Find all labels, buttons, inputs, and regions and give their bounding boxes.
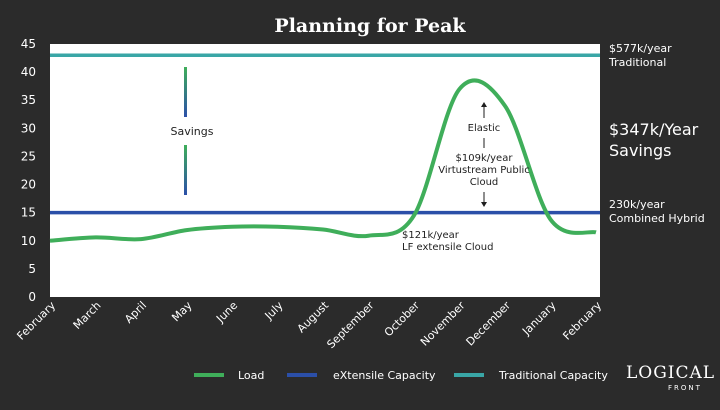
savings-bar-top (184, 67, 187, 117)
x-tick-label: February (560, 299, 604, 343)
virtustream-line-1: $109k/year (456, 153, 514, 164)
y-tick-label: 35 (21, 93, 36, 107)
x-tick-label: December (464, 299, 514, 349)
y-axis-ticks: 0 5 10 15 20 25 30 35 40 45 (21, 37, 36, 304)
elastic-arrowhead-up (481, 102, 487, 107)
x-tick-label: November (418, 299, 468, 349)
logo-main-text: LOGICAL (626, 363, 715, 383)
hybrid-cost-line-1: 230k/year (609, 198, 665, 211)
y-tick-label: 45 (21, 37, 36, 51)
savings-bar-bottom (184, 145, 187, 195)
savings-annotation: Savings (171, 125, 214, 138)
y-tick-label: 40 (21, 65, 36, 79)
legend: Load eXtensile Capacity Traditional Capa… (194, 369, 608, 382)
logo-sub-text: FRONT (668, 384, 702, 392)
x-tick-label: April (122, 299, 149, 326)
x-tick-label: October (382, 299, 423, 340)
traditional-cost-line-1: $577k/year (609, 42, 672, 55)
y-tick-label: 25 (21, 149, 36, 163)
x-axis-ticks: February March April May June July AugustSepte… (14, 298, 604, 351)
traditional-cost-line-2: Traditional (608, 56, 666, 69)
series-line-load (49, 78, 597, 243)
x-tick-label: January (519, 299, 559, 339)
lf-annotation-line-2: LF extensile Cloud (402, 242, 493, 253)
legend-swatch-load (194, 373, 224, 377)
elastic-annotation-group: Elastic $109k/year Virtustream Public Cl… (438, 102, 530, 207)
legend-label-load: Load (238, 369, 264, 382)
virtustream-line-2: Virtustream Public (438, 165, 530, 176)
x-tick-label: February (14, 299, 58, 343)
y-tick-label: 0 (28, 290, 36, 304)
savings-total-line-2: Savings (609, 141, 672, 160)
y-tick-label: 20 (21, 178, 36, 192)
x-tick-label: September (324, 299, 377, 352)
lf-annotation-line-1: $121k/year (402, 230, 460, 241)
y-tick-label: 15 (21, 206, 36, 220)
y-tick-label: 5 (28, 262, 36, 276)
legend-label-extensile: eXtensile Capacity (333, 369, 436, 382)
series-lines (49, 53, 600, 243)
x-tick-label: August (295, 298, 332, 335)
x-tick-label: June (213, 299, 240, 326)
hybrid-cost-line-2: Combined Hybrid (609, 212, 705, 225)
x-tick-label: July (262, 299, 286, 323)
savings-total-line-1: $347k/Year (609, 120, 699, 139)
y-tick-label: 10 (21, 234, 36, 248)
logical-front-logo: LOGICAL FRONT (626, 363, 715, 392)
elastic-arrowhead-down (481, 202, 487, 207)
legend-label-traditional: Traditional Capacity (498, 369, 608, 382)
x-tick-label: May (169, 299, 195, 325)
y-tick-label: 30 (21, 121, 36, 135)
legend-swatch-extensile (287, 373, 317, 377)
savings-marker: Savings (171, 67, 214, 195)
plot-area (50, 44, 600, 297)
x-tick-label: March (71, 299, 104, 332)
legend-swatch-traditional (454, 373, 484, 377)
virtustream-line-3: Cloud (470, 177, 499, 188)
chart-title: Planning for Peak (274, 15, 466, 37)
elastic-annotation: Elastic (468, 123, 501, 134)
